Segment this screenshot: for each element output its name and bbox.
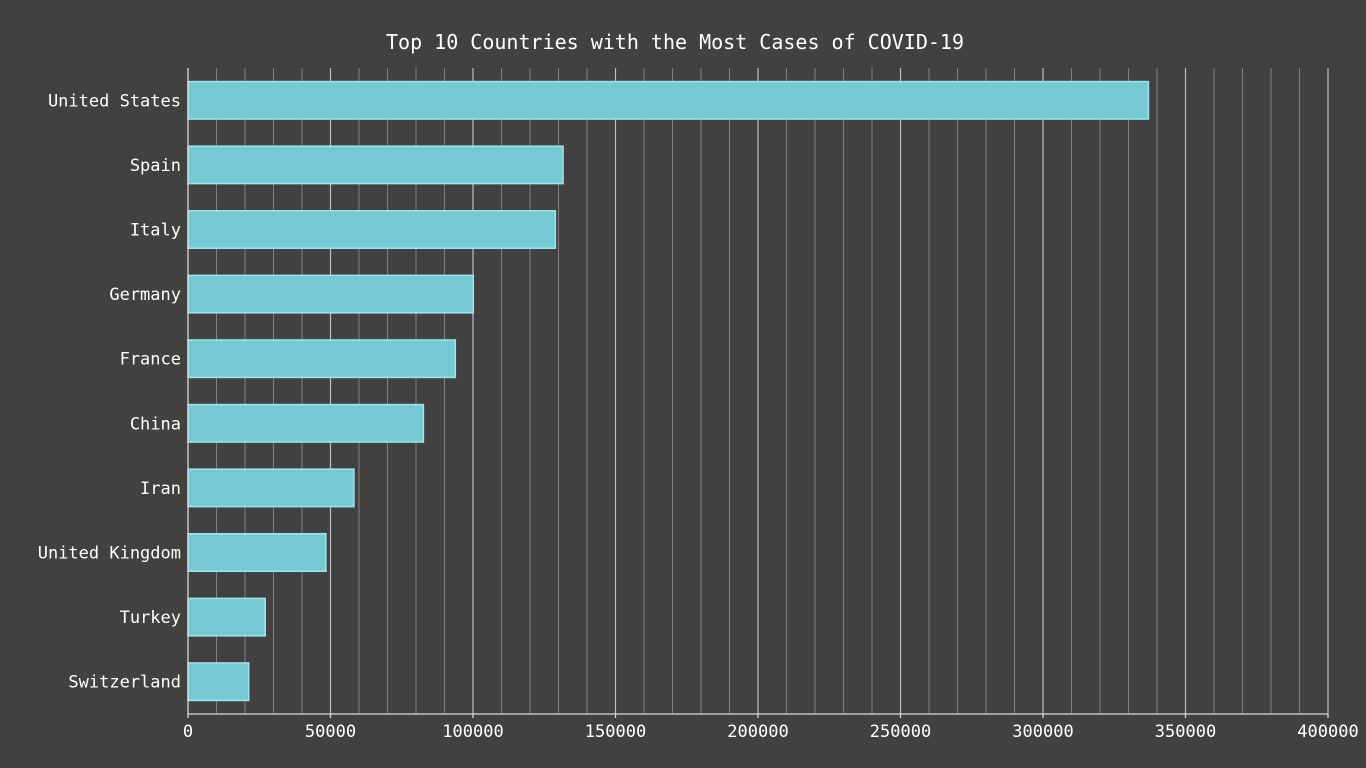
x-tick-label: 50000 <box>305 722 356 742</box>
bar-italy <box>187 210 557 249</box>
x-tick-label: 100000 <box>442 722 503 742</box>
category-label: United Kingdom <box>38 544 181 564</box>
bar-layer <box>187 80 1150 702</box>
bar-iran <box>187 468 355 508</box>
x-tick-label: 0 <box>183 722 193 742</box>
x-tick-label: 200000 <box>727 722 788 742</box>
x-tick-label: 350000 <box>1155 722 1216 742</box>
x-tick-label: 400000 <box>1297 722 1358 742</box>
bar-turkey <box>187 597 266 637</box>
category-label: Italy <box>130 221 181 241</box>
category-label: Iran <box>140 479 181 499</box>
label-layer: United States Spain Italy Germany France Chin… <box>38 91 1359 742</box>
axis-layer <box>187 68 1329 718</box>
category-label: Spain <box>130 156 181 176</box>
category-label: France <box>120 350 181 370</box>
x-tick-label: 150000 <box>585 722 646 742</box>
bar-spain <box>187 145 564 185</box>
x-tick-label: 300000 <box>1012 722 1073 742</box>
bar-china <box>187 403 425 443</box>
category-label: Switzerland <box>68 673 181 693</box>
bar-united-kingdom <box>187 533 327 572</box>
bar-united-states <box>187 80 1150 120</box>
category-label: United States <box>48 91 181 111</box>
bar-switzerland <box>187 662 250 702</box>
x-tick-label: 250000 <box>870 722 931 742</box>
bar-germany <box>187 274 475 314</box>
category-label: Turkey <box>120 608 181 628</box>
chart-title: Top 10 Countries with the Most Cases of … <box>386 30 964 54</box>
category-label: Germany <box>109 285 181 305</box>
bar-france <box>187 339 457 379</box>
category-label: China <box>130 414 181 434</box>
